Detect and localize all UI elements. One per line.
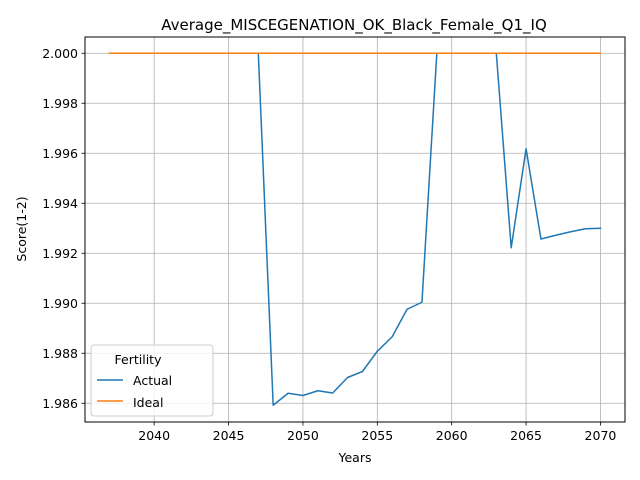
legend-title: Fertility: [115, 352, 163, 367]
chart-title: Average_MISCEGENATION_OK_Black_Female_Q1…: [161, 16, 547, 35]
x-axis-label: Years: [338, 450, 372, 465]
y-tick-label: 1.986: [42, 396, 78, 411]
legend-label-ideal: Ideal: [133, 395, 163, 410]
legend-label-actual: Actual: [133, 373, 172, 388]
x-tick-label: 2040: [138, 428, 170, 443]
x-axis-ticks: 2040 2045 2050 2055 2060 2065 2070: [138, 422, 616, 443]
plot-frame: [84, 36, 626, 423]
y-tick-label: 1.998: [42, 96, 78, 111]
y-tick-label: 1.994: [42, 196, 78, 211]
y-tick-label: 1.992: [42, 246, 78, 261]
x-tick-label: 2065: [510, 428, 542, 443]
y-tick-label: 1.988: [42, 346, 78, 361]
x-tick-label: 2050: [287, 428, 319, 443]
x-tick-label: 2070: [585, 428, 617, 443]
legend: Fertility Actual Ideal: [90, 344, 214, 417]
x-tick-label: 2055: [361, 428, 393, 443]
y-tick-label: 1.990: [42, 296, 78, 311]
y-axis-label: Score(1-2): [14, 196, 29, 261]
series-layer: [108, 52, 602, 406]
x-tick-label: 2045: [213, 428, 245, 443]
y-axis-ticks: 1.986 1.988 1.990 1.992 1.994 1.996 1.998 2.000: [42, 46, 85, 411]
x-tick-label: 2060: [436, 428, 468, 443]
y-tick-label: 1.996: [42, 146, 78, 161]
legend-box: [90, 344, 214, 417]
y-tick-label: 2.000: [42, 46, 78, 61]
